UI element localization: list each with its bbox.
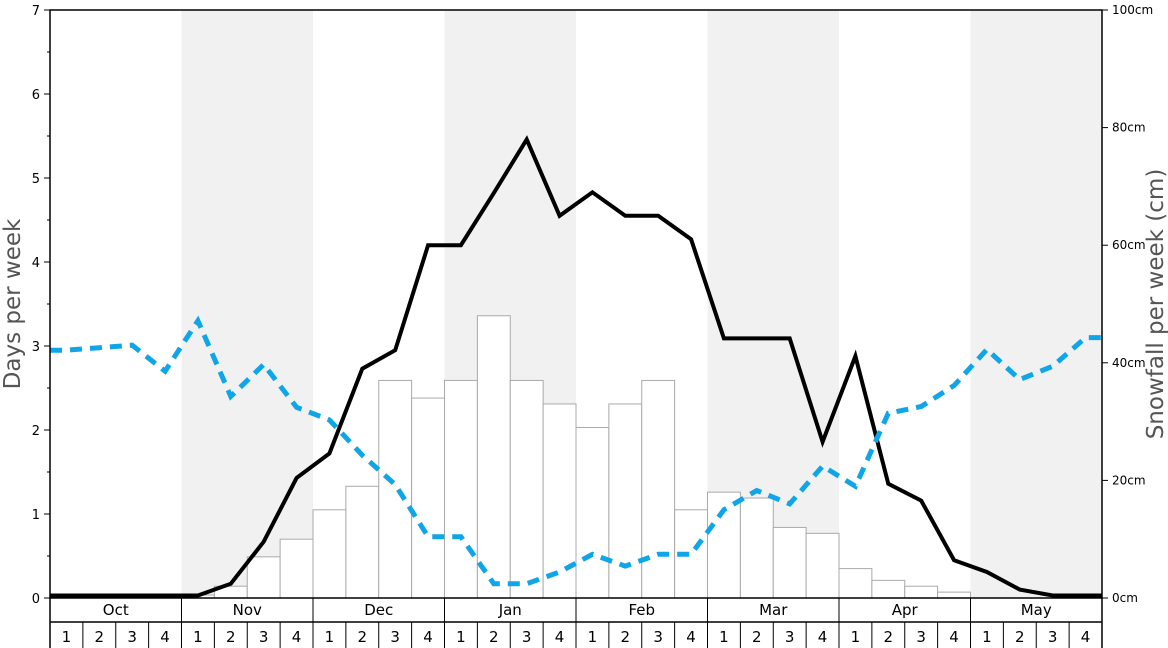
snowfall-bar	[444, 379, 478, 599]
week-label: 2	[95, 628, 105, 646]
y-tick-label: 3	[32, 340, 40, 355]
y-tick-label: 2	[32, 424, 40, 439]
week-label: 1	[982, 628, 992, 646]
snowfall-bar	[904, 585, 939, 599]
snowfall-bar	[838, 568, 873, 599]
snowfall-bar	[246, 556, 281, 599]
y2-tick-label: 0cm	[1112, 591, 1138, 605]
snowfall-bar	[509, 379, 544, 599]
y2-tick-label: 20cm	[1112, 473, 1146, 487]
left-axis-title: Days per week	[0, 218, 26, 389]
right-axis: 0cm 20cm 40cm 60cm 80cm 100cm	[1102, 3, 1153, 605]
week-label: 2	[226, 628, 236, 646]
series-line-dashed	[50, 315, 1102, 587]
week-label: 4	[818, 628, 828, 646]
snowfall-bar	[345, 485, 380, 599]
y-tick-label: 1	[32, 508, 40, 523]
month-label: Apr	[892, 601, 919, 619]
week-label: 2	[621, 628, 631, 646]
snowfall-bar	[411, 397, 445, 599]
series-lines	[50, 135, 1102, 598]
snowfall-bar	[641, 379, 676, 599]
week-label: 3	[916, 628, 926, 646]
y-tick-label: 0	[32, 592, 40, 607]
month-label: Dec	[364, 601, 393, 619]
y-tick-label: 6	[32, 88, 40, 103]
month-week-axis: Oct 1 2 3 4 Nov 1 2 3 4 Dec 1 2 3 4 Jan 1 2 3 4 Feb 1 2 3 4 Mar 1 2…	[49, 598, 1103, 648]
week-label: 3	[259, 628, 269, 646]
snowfall-bar	[937, 591, 971, 599]
snowfall-bar	[476, 315, 511, 599]
month-label: May	[1021, 601, 1052, 619]
y-tick-label: 4	[32, 256, 40, 271]
left-axis: 0 1 2 3 4 5 6 7	[32, 4, 50, 607]
week-label: 2	[884, 628, 894, 646]
week-label: 1	[456, 628, 466, 646]
week-label: 1	[719, 628, 729, 646]
right-axis-title: Snowfall per week (cm)	[1143, 169, 1168, 440]
week-label: 4	[1081, 628, 1091, 646]
month-label: Jan	[498, 601, 522, 619]
week-label: 1	[851, 628, 861, 646]
snowfall-bar	[739, 497, 774, 599]
week-label: 4	[423, 628, 433, 646]
snowfall-bar	[805, 532, 840, 599]
week-label: 3	[390, 628, 400, 646]
month-label: Nov	[233, 601, 262, 619]
week-label: 4	[949, 628, 959, 646]
week-label: 3	[127, 628, 137, 646]
snowfall-bar	[871, 579, 906, 599]
week-label: 3	[522, 628, 532, 646]
week-label: 4	[555, 628, 565, 646]
week-label: 2	[1015, 628, 1025, 646]
snowfall-bar	[772, 526, 807, 599]
y2-tick-label: 80cm	[1112, 121, 1146, 135]
snowfall-bar	[542, 403, 577, 599]
week-label: 2	[358, 628, 368, 646]
shade-nov	[181, 10, 313, 598]
month-label: Oct	[103, 601, 129, 619]
month-label: Mar	[759, 601, 788, 619]
month-label: Feb	[628, 601, 655, 619]
week-label: 1	[62, 628, 72, 646]
snowfall-bars	[181, 315, 971, 599]
y2-tick-label: 60cm	[1112, 238, 1146, 252]
week-label: 4	[292, 628, 302, 646]
shade-may	[970, 10, 1102, 598]
week-label: 4	[160, 628, 170, 646]
y-tick-label: 7	[32, 4, 40, 19]
month-shading	[181, 10, 1102, 598]
week-label: 3	[653, 628, 663, 646]
week-label: 2	[752, 628, 762, 646]
week-label: 4	[686, 628, 696, 646]
series-line-solid	[50, 135, 1102, 598]
y-tick-label: 5	[32, 172, 40, 187]
y2-tick-label: 40cm	[1112, 356, 1146, 370]
week-label: 3	[1048, 628, 1058, 646]
snowfall-bar	[378, 379, 413, 599]
week-label: 1	[588, 628, 598, 646]
snowfall-bar	[279, 538, 314, 599]
snowfall-bar	[608, 403, 643, 599]
snowfall-bar	[575, 426, 610, 599]
week-label: 2	[489, 628, 499, 646]
week-label: 1	[325, 628, 335, 646]
snowfall-bar	[312, 509, 347, 599]
y2-tick-label: 100cm	[1112, 3, 1153, 17]
week-label: 3	[785, 628, 795, 646]
week-label: 1	[193, 628, 203, 646]
